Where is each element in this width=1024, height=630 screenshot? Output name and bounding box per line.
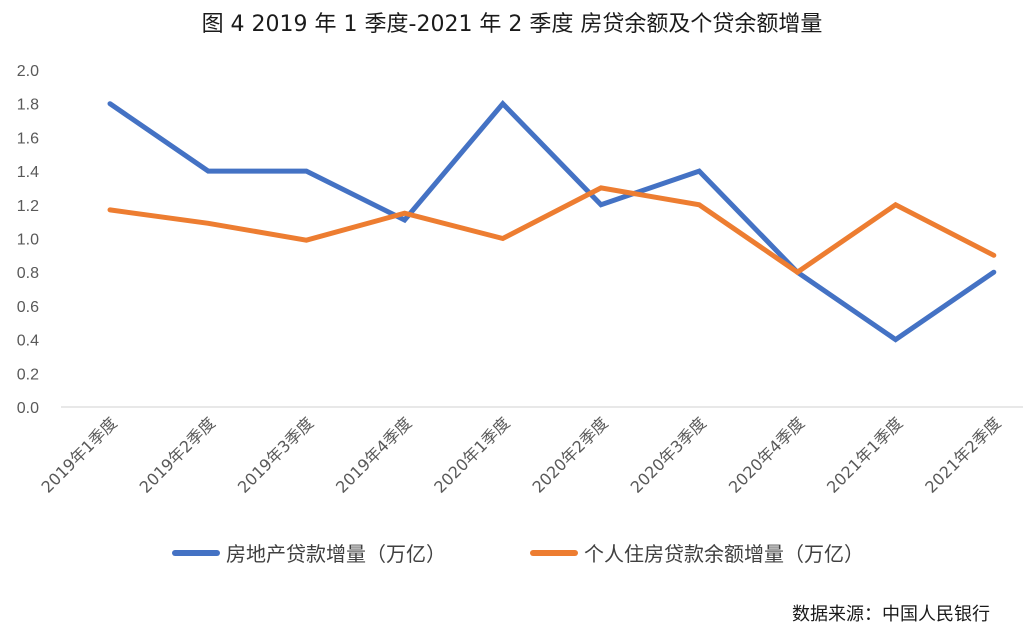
y-tick-label: 2.0 — [17, 63, 39, 80]
x-tick-label: 2020年2季度 — [528, 413, 611, 496]
y-tick-label: 1.8 — [17, 97, 39, 114]
x-tick-label: 2019年4季度 — [332, 413, 415, 496]
y-tick-label: 0.0 — [17, 400, 39, 417]
y-tick-label: 0.2 — [17, 366, 39, 383]
legend-label: 个人住房贷款余额增量（万亿） — [584, 542, 864, 566]
x-tick-label: 2021年1季度 — [823, 413, 906, 496]
series-lines — [107, 99, 997, 343]
y-tick-label: 1.0 — [17, 232, 39, 249]
legend-swatch-blue — [172, 549, 220, 556]
legend-item-personal-housing-loans: 个人住房贷款余额增量（万亿） — [530, 538, 864, 567]
y-tick-label: 1.6 — [17, 130, 39, 147]
x-tick-label: 2019年3季度 — [234, 413, 317, 496]
x-tick-label: 2019年1季度 — [37, 413, 120, 496]
x-tick-label: 2021年2季度 — [921, 413, 1004, 496]
legend-swatch-orange — [530, 549, 578, 556]
y-tick-label: 0.8 — [17, 265, 39, 282]
legend: 房地产贷款增量（万亿） 个人住房贷款余额增量（万亿） — [0, 538, 1024, 570]
y-tick-label: 1.4 — [17, 164, 39, 181]
legend-item-real-estate-loans: 房地产贷款增量（万亿） — [172, 538, 446, 567]
legend-label: 房地产贷款增量（万亿） — [226, 542, 446, 566]
series-line-personal-housing-loans — [107, 185, 997, 276]
y-tick-label: 0.6 — [17, 299, 39, 316]
data-source-note: 数据来源：中国人民银行 — [792, 604, 990, 625]
x-axis: 2019年1季度 2019年2季度 2019年3季度 2019年4季度 2020年1季度… — [37, 413, 1004, 496]
x-tick-label: 2020年3季度 — [627, 413, 710, 496]
x-tick-label: 2020年4季度 — [725, 413, 808, 496]
chart-title: 图 4 2019 年 1 季度-2021 年 2 季度 房贷余额及个贷余额增量 — [201, 12, 823, 37]
y-tick-label: 1.2 — [17, 198, 39, 215]
y-tick-label: 0.4 — [17, 333, 39, 350]
x-tick-label: 2019年2季度 — [136, 413, 219, 496]
x-tick-label: 2020年1季度 — [430, 413, 513, 496]
y-axis: 0.0 0.2 0.4 0.6 0.8 1.0 1.2 1.4 1.6 1.8 2.0 — [17, 63, 39, 417]
series-line-real-estate-loans — [107, 99, 997, 343]
line-chart: 0.0 0.2 0.4 0.6 0.8 1.0 1.2 1.4 1.6 1.8 2.0 2019年1… — [17, 63, 1023, 497]
